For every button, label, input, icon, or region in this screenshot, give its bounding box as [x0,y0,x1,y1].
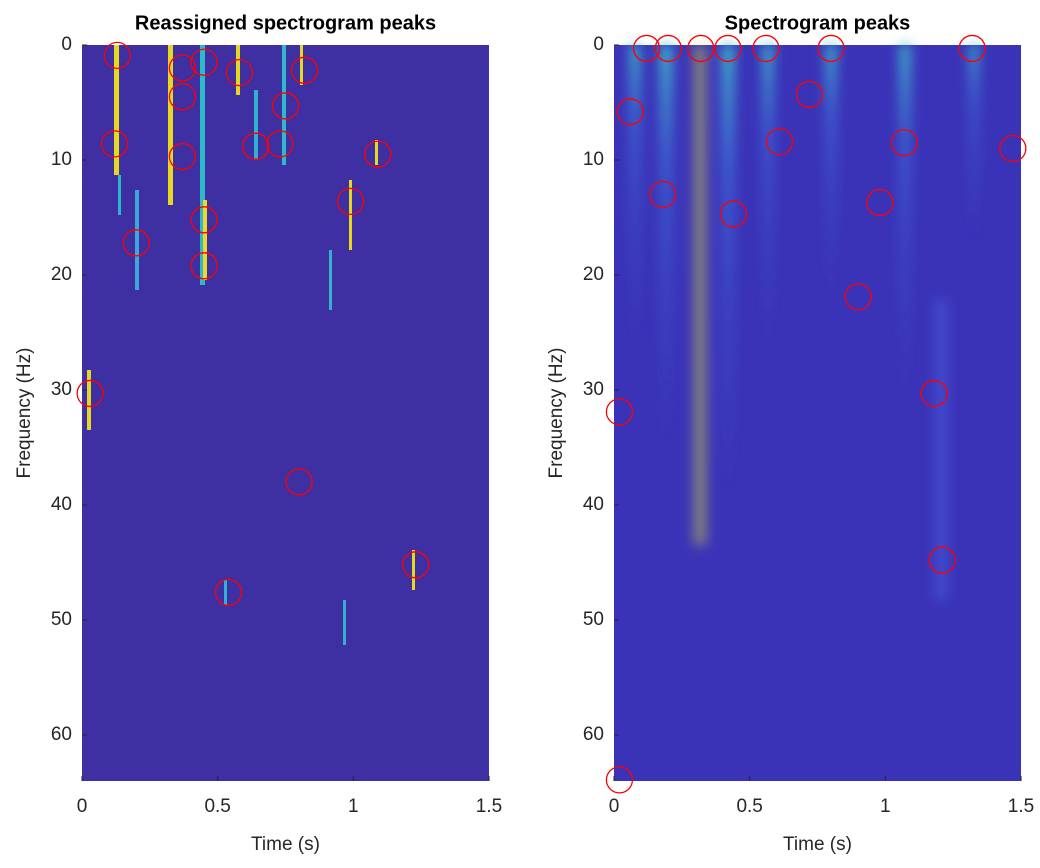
y-tick-label: 30 [51,379,72,400]
peak-marker [654,34,682,63]
x-tick-label: 1 [348,796,359,817]
y-tick-label: 50 [583,609,604,630]
peak-marker [920,379,948,408]
peak-marker [605,398,634,426]
y-tick-label: 60 [51,724,72,745]
y-tick-label: 50 [51,609,72,630]
peak-marker [714,34,742,63]
y-tick-label: 20 [51,264,72,285]
peak-marker [605,766,634,794]
x-tick-label: 1 [880,796,891,817]
peak-marker [958,34,986,63]
peak-marker [364,140,392,168]
peak-marker [928,546,956,574]
x-tick-label: 0.5 [204,796,230,817]
peak-marker [752,34,780,63]
y-tick-label: 40 [51,494,72,515]
y-tick-label: 10 [583,149,604,170]
x-tick-label: 0 [77,796,88,817]
y-tick-label: 10 [51,149,72,170]
y-tick-label: 40 [583,494,604,515]
peak-marker [122,229,150,257]
x-tick-label: 1.5 [476,796,502,817]
peak-marker [795,80,824,109]
peak-marker [100,130,129,158]
peak-marker [290,56,319,84]
peak-marker [214,578,243,607]
peak-marker [765,127,794,156]
peak-marker [168,142,197,171]
peak-marker [103,41,131,69]
peak-marker [190,48,218,76]
peak-marker [285,468,313,496]
peak-marker [168,83,197,111]
plot-background [82,45,489,781]
peak-marker [687,34,715,63]
peak-marker [866,188,894,217]
peak-marker [266,130,294,158]
plot-background [614,45,1021,781]
peak-marker [336,187,365,216]
peak-marker [242,132,270,160]
peak-marker [616,98,644,126]
peak-marker [402,551,430,579]
x-axis-label: Time (s) [251,834,320,855]
peak-marker [271,92,300,120]
y-tick-label: 20 [583,264,604,285]
x-tick-label: 0.5 [736,796,762,817]
peak-marker [719,200,748,228]
y-tick-label: 0 [593,34,604,55]
chart-title: Spectrogram peaks [725,12,911,34]
x-tick-label: 0 [609,796,620,817]
peak-marker [999,134,1027,163]
peak-marker [632,34,661,63]
y-tick-label: 60 [583,724,604,745]
peak-marker [817,34,845,63]
peak-marker [190,206,218,234]
y-axis-label: Frequency (Hz) [14,348,35,479]
peak-marker [649,180,677,209]
y-axis-label: Frequency (Hz) [546,348,567,479]
peak-marker [76,379,104,408]
spectrogram-streaks [630,45,978,600]
x-tick-label: 1.5 [1008,796,1034,817]
peak-marker [168,54,197,82]
peak-marker [190,252,218,280]
chart-title: Reassigned spectrogram peaks [135,12,436,34]
peak-marker [225,58,254,87]
x-axis-label: Time (s) [783,834,852,855]
peak-marker [890,129,918,157]
y-tick-label: 0 [61,34,72,55]
peak-marker [844,283,872,311]
y-tick-label: 30 [583,379,604,400]
